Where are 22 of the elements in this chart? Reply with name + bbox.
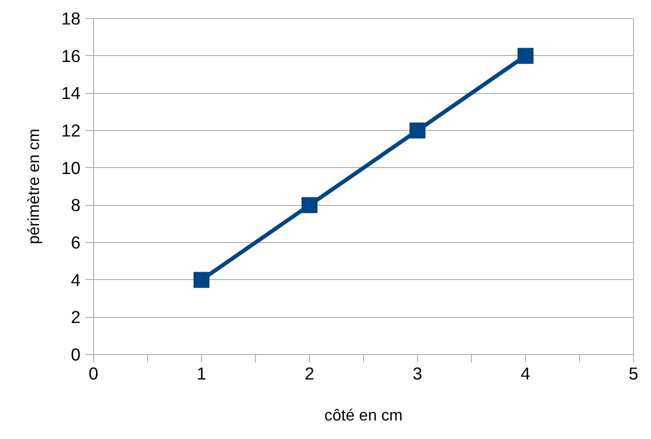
- point: [410, 122, 426, 138]
- y-tick-label: 8: [70, 195, 81, 216]
- y-tick-label: 14: [61, 83, 81, 104]
- y-tick-label: 0: [70, 344, 81, 364]
- x-tick-label: 4: [520, 364, 531, 384]
- y-tick-label: 4: [70, 270, 81, 290]
- x-tick-label: 0: [88, 364, 98, 384]
- y-tick-label: 2: [70, 307, 81, 328]
- y-tick-label: 10: [61, 158, 81, 178]
- x-axis-title: côté en cm: [324, 408, 403, 424]
- x-tick-label: 1: [196, 364, 206, 384]
- y-axis-title: périmètre en cm: [26, 128, 44, 244]
- x-tick-label: 3: [412, 364, 422, 384]
- y-tick-label: 6: [70, 232, 81, 252]
- point: [518, 48, 534, 64]
- point: [302, 197, 318, 214]
- y-tick-label: 18: [61, 8, 81, 28]
- y-tick-label: 16: [61, 46, 81, 66]
- x-tick-label: 5: [628, 364, 638, 384]
- y-tick-label: 12: [61, 120, 81, 140]
- point: [194, 272, 210, 288]
- x-tick-label: 2: [304, 364, 314, 384]
